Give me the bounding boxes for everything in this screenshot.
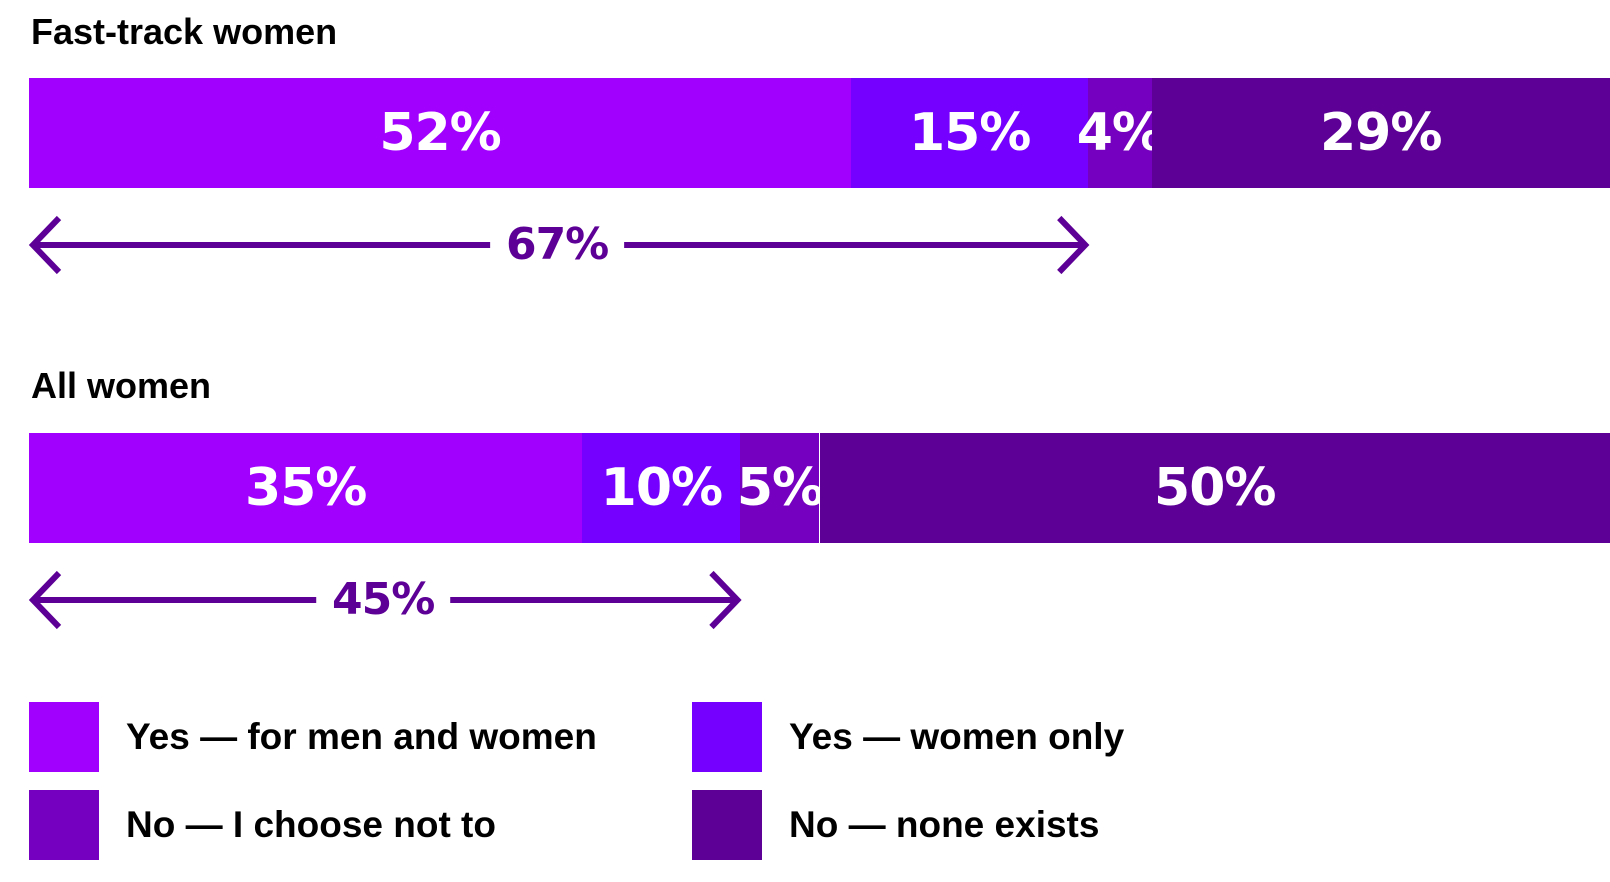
bracket-label-all-women: 45%	[332, 574, 435, 625]
bracket-label-fast-track: 67%	[505, 219, 609, 270]
data-label: 52%	[379, 103, 501, 163]
bar-all-women: 35% 10% 5% 50%	[29, 433, 1610, 543]
data-label: 50%	[1154, 458, 1276, 518]
bar-segment-no-i-choose-not-to	[1088, 78, 1152, 188]
legend-swatch	[29, 790, 99, 860]
legend-label: Yes — for men and women	[126, 716, 597, 757]
data-label: 4%	[1076, 103, 1164, 163]
arrowhead-left-icon	[28, 215, 62, 275]
legend-swatch	[692, 790, 762, 860]
legend-swatch	[29, 702, 99, 772]
legend-label: Yes — women only	[789, 716, 1125, 757]
legend-label: No — I choose not to	[126, 804, 496, 845]
bar-segment-yes-for-men-and-women	[29, 433, 583, 543]
bar-segment-yes-women-only	[851, 78, 1089, 188]
arrowhead-left-icon	[28, 570, 62, 630]
data-label: 5%	[736, 458, 824, 518]
group-title-all-women: All women	[31, 365, 212, 406]
bracket-arrow-fast-track	[28, 215, 1090, 275]
group-title-fast-track: Fast-track women	[31, 11, 338, 52]
bar-segment-no-none-exists	[1151, 78, 1610, 188]
bar-fast-track: 52% 15% 4% 29%	[29, 78, 1610, 188]
data-label: 35%	[244, 458, 367, 518]
bracket-arrow-all-women	[28, 570, 742, 630]
bar-segment-no-none-exists	[819, 433, 1610, 543]
arrowhead-right-icon	[1057, 215, 1090, 275]
bar-segment-no-i-choose-not-to	[740, 433, 820, 543]
legend-label: No — none exists	[789, 804, 1100, 845]
bar-segment-yes-women-only	[582, 433, 741, 543]
data-label: 15%	[908, 103, 1031, 163]
bar-segment-yes-for-men-and-women	[29, 78, 852, 188]
data-label: 10%	[600, 458, 723, 518]
data-label: 29%	[1320, 103, 1442, 163]
legend-swatch	[692, 702, 762, 772]
arrowhead-right-icon	[709, 570, 742, 630]
